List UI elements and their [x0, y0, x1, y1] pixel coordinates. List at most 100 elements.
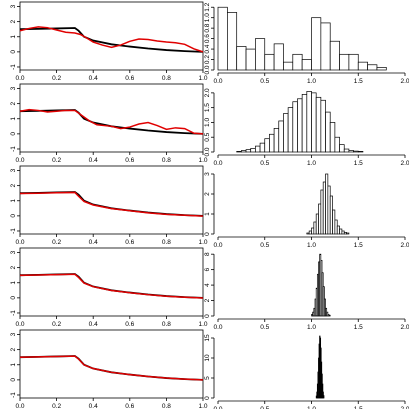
x-tick-label: 1.0 — [198, 157, 207, 164]
y-tick-label: -1 — [10, 228, 17, 234]
y-tick-label: 15 — [204, 334, 211, 342]
histogram-bar — [332, 209, 336, 235]
estimated-function-line — [19, 108, 204, 135]
histogram-bar — [269, 133, 275, 153]
y-tick-label: -1 — [10, 64, 17, 70]
y-tick-label: 1.5 — [204, 103, 211, 112]
x-tick-label: 0.6 — [125, 157, 134, 164]
x-tick-label: 0.2 — [52, 321, 61, 328]
x-tick-label: 1.0 — [198, 321, 207, 328]
plot-frame — [19, 165, 204, 235]
y-tick-label: 1.0 — [204, 118, 211, 127]
x-tick-label: 0.8 — [162, 239, 171, 246]
y-tick-label: 2 — [204, 298, 211, 302]
x-tick-label: 0.6 — [125, 75, 134, 82]
histogram-bar — [308, 230, 312, 235]
histogram-bar — [357, 61, 368, 71]
x-tick-label: 0.4 — [89, 75, 98, 82]
x-tick-label: 1.0 — [198, 239, 207, 246]
y-tick-label: -1 — [10, 146, 17, 152]
y-tick-label: 1 — [10, 281, 17, 285]
x-tick-label: 0.5 — [260, 406, 269, 409]
histogram-bar — [273, 43, 284, 71]
x-tick-label: 1.0 — [198, 75, 207, 82]
histogram-bar — [259, 142, 266, 153]
y-tick-label: 2 — [10, 265, 17, 269]
y-tick-label: -1 — [10, 310, 17, 316]
y-tick-label: 0.5 — [204, 132, 211, 141]
histogram-bar — [346, 232, 350, 235]
x-tick-label: 0.2 — [52, 157, 61, 164]
y-tick-label: 2.0 — [204, 88, 211, 97]
histogram-bar — [217, 6, 228, 71]
x-tick-label: 0.0 — [15, 403, 24, 409]
x-tick-label: 1.5 — [354, 242, 363, 249]
x-tick-label: 0.0 — [213, 78, 222, 85]
histogram-bar — [311, 92, 317, 153]
histogram-bar — [324, 298, 326, 317]
histogram-bar — [329, 195, 333, 235]
plot-frame — [19, 1, 204, 71]
histogram-bar — [318, 203, 322, 235]
x-tick-label: 0.0 — [15, 239, 24, 246]
histogram-bar — [357, 151, 364, 153]
x-tick-label: 0.0 — [15, 321, 24, 328]
histogram-panel-3: 0 1 2 3 0.0 0.5 1.0 1.5 2.0 — [204, 172, 409, 249]
histogram-bar — [264, 53, 275, 71]
x-tick-label: 1.5 — [354, 406, 363, 409]
x-tick-label: 0.0 — [15, 157, 24, 164]
y-tick-label: 0.6 — [204, 34, 211, 43]
x-tick-label: 0.0 — [213, 242, 222, 249]
histogram-bar — [315, 96, 322, 153]
histogram-bar — [334, 136, 340, 153]
x-tick-label: 0.5 — [260, 242, 269, 249]
histogram-bar — [311, 227, 315, 235]
histogram-bar — [325, 173, 329, 235]
estimated-function-line — [19, 191, 204, 217]
plot-frame — [19, 247, 204, 317]
x-tick-label: 2.0 — [400, 242, 409, 249]
true-function-line — [19, 191, 204, 217]
histogram-bar — [297, 98, 303, 153]
y-tick-label: 3 — [10, 250, 17, 254]
histogram-bar — [376, 67, 387, 71]
histogram-bar — [278, 120, 284, 153]
y-tick-label: 0 — [10, 296, 17, 300]
y-tick-label: 5 — [204, 376, 211, 380]
x-tick-label: 0.0 — [213, 324, 222, 331]
histogram-bar — [320, 22, 331, 71]
histogram-bar — [236, 151, 242, 153]
histogram-bar — [236, 46, 247, 71]
histogram-bar — [313, 221, 317, 235]
histogram-bar — [255, 38, 266, 71]
histogram-bar — [227, 12, 238, 71]
histogram-bar — [325, 111, 331, 153]
y-tick-label: 1.2 — [204, 2, 211, 11]
y-tick-label: 0 — [204, 232, 211, 236]
x-tick-label: 0.4 — [89, 403, 98, 409]
histogram-bar — [241, 150, 247, 153]
y-tick-label: 0.0 — [204, 65, 211, 74]
histogram-bar — [348, 53, 359, 71]
x-tick-label: 0.4 — [89, 157, 98, 164]
y-tick-label: 0 — [10, 132, 17, 136]
plot-frame — [19, 329, 204, 399]
histogram-bar — [320, 99, 326, 153]
y-tick-label: 0.4 — [204, 44, 211, 53]
x-tick-label: 0.8 — [162, 157, 171, 164]
y-tick-label: 10 — [204, 354, 211, 362]
x-tick-label: 0.0 — [213, 160, 222, 167]
histogram-bar — [306, 91, 312, 153]
x-tick-label: 0.2 — [52, 239, 61, 246]
y-tick-label: 0 — [10, 214, 17, 218]
true-function-line — [19, 273, 204, 299]
histogram-bar — [283, 61, 294, 71]
x-tick-label: 2.0 — [400, 324, 409, 331]
histogram-bar — [339, 144, 345, 153]
true-function-line — [19, 27, 204, 53]
y-tick-label: 1 — [10, 117, 17, 121]
x-tick-label: 0.4 — [89, 239, 98, 246]
histogram-panel-1: 0.00.20.40.60.81.01.20.0 0.5 1.0 1.5 2.0 — [204, 2, 409, 85]
